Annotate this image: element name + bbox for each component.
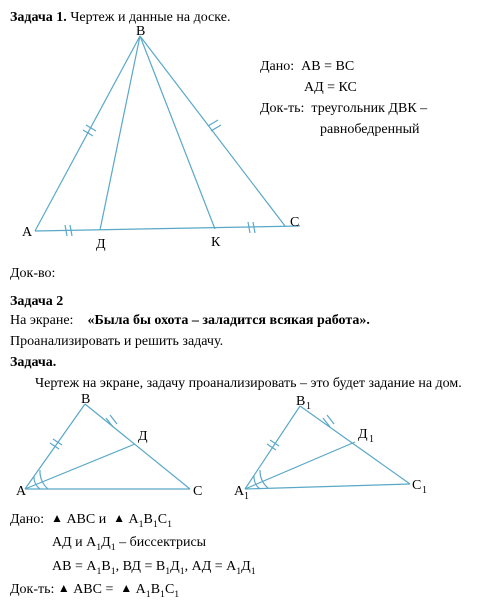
t2-a: А [16, 484, 27, 499]
t2-c: С [193, 484, 202, 499]
t2-g-l3c: , ВД = В [116, 559, 166, 574]
triangle-icon: ▲ [113, 509, 125, 528]
task2-line3: Чертеж на экране, задачу проанализироват… [10, 373, 490, 394]
task2-given-prove: Дано: ▲ АВС и ▲ А1В1С1 АД и А1Д1 – биссе… [10, 509, 490, 603]
task2-line1-prefix: На экране: [10, 313, 73, 328]
t2-g-l3a: АВ = А [52, 559, 96, 574]
proof-label: Док-во: [10, 266, 490, 282]
task2-subheader: Задача. [10, 352, 490, 373]
t2-g-l3d: Д [170, 559, 180, 574]
t2-d: Д [138, 429, 148, 444]
t2-a1-sub: 1 [244, 491, 249, 502]
t2-g-l1c: В [144, 512, 153, 527]
t2-g-l2b: Д [101, 535, 111, 550]
given-label: Дано: [260, 59, 294, 74]
t2-g-l2: АД и А [52, 535, 96, 550]
prove-text2: равнобедренный [320, 122, 420, 137]
triangle-icon: ▲ [51, 509, 63, 528]
t2-g-l1b: А [129, 512, 139, 527]
t2-d1-sub: 1 [369, 434, 374, 445]
t2-given-label: Дано: [10, 512, 44, 527]
given-line1: AB = BC [301, 59, 354, 74]
task2-block: Задача 2 На экране: «Была бы охота – зал… [10, 294, 490, 394]
task1-diagram-container: А В С Д К Дано: AB = BC АД = КС Док-ть: … [10, 26, 490, 261]
sub1: 1 [251, 566, 256, 577]
t2-c1-sub: 1 [422, 485, 427, 496]
task1-label: Задача 1. [10, 10, 67, 25]
t2-g-l2c: – биссектрисы [116, 535, 206, 550]
sub1: 1 [174, 589, 179, 600]
t2-g-l3b: В [101, 559, 110, 574]
task2-header: Задача 2 [10, 294, 490, 310]
t2-g-l1d: С [158, 512, 167, 527]
vertex-d-label: Д [96, 237, 106, 252]
vertex-b-label: В [136, 26, 145, 39]
vertex-k-label: К [211, 235, 221, 250]
t2-p-t3: В [151, 582, 160, 597]
task1-given: Дано: AB = BC АД = КС Док-ть: треугольни… [260, 56, 427, 140]
t2-p-t1: АВС = [73, 582, 113, 597]
sub1: 1 [167, 519, 172, 530]
t2-g-l3e: , АД = А [185, 559, 237, 574]
vertex-a-label: А [22, 225, 33, 240]
task2-diagram: А В С Д А 1 В 1 С 1 Д 1 [10, 394, 440, 504]
triangle-icon: ▲ [58, 579, 70, 598]
task2-line2: Проанализировать и решить задачу. [10, 331, 490, 352]
prove-text: треугольник ДВК – [311, 101, 427, 116]
t2-c1: С [412, 478, 421, 493]
prove-label: Док-ть: [260, 101, 304, 116]
task2-quote: «Была бы охота – заладится всякая работа… [87, 313, 369, 328]
t2-g-l3f: Д [241, 559, 251, 574]
given-line2: АД = КС [304, 80, 357, 95]
triangle-icon: ▲ [120, 579, 132, 598]
t2-b: В [81, 394, 90, 407]
t2-prove-label: Док-ть: [10, 582, 54, 597]
task1-header: Задача 1. Чертеж и данные на доске. [10, 10, 490, 26]
vertex-c-label: С [290, 215, 299, 230]
t2-p-t2: А [136, 582, 146, 597]
t2-p-t4: С [165, 582, 174, 597]
t2-d1: Д [358, 427, 368, 442]
t2-g-l1a: АВС и [66, 512, 106, 527]
t2-b1: В [296, 394, 305, 409]
t2-b1-sub: 1 [306, 401, 311, 412]
task1-header-text: Чертеж и данные на доске. [67, 10, 231, 25]
